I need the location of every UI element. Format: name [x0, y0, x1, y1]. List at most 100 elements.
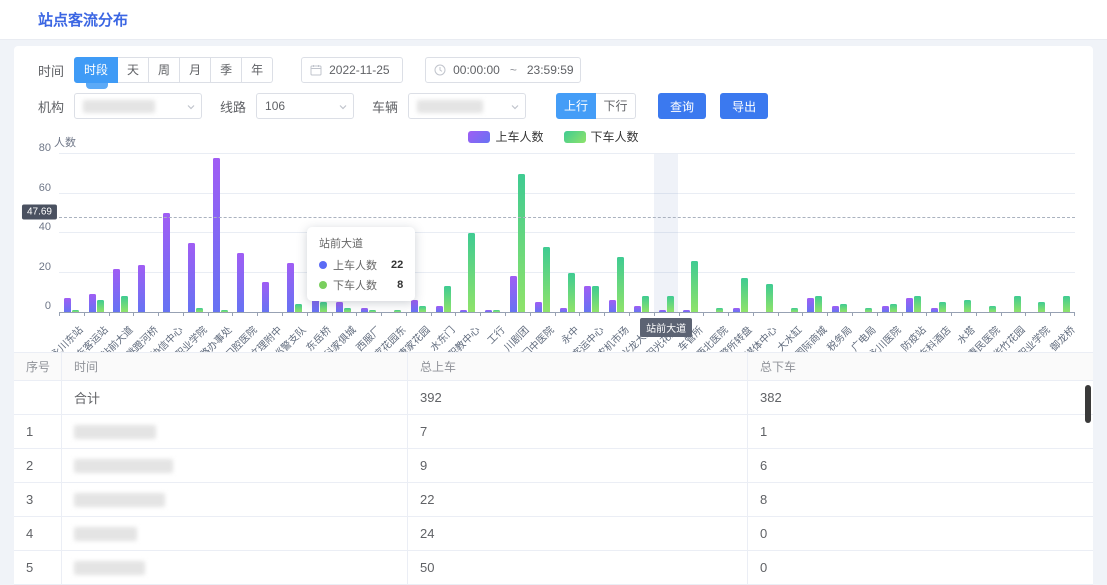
series-dot-alighting [319, 281, 327, 289]
bar-alighting-永中[interactable] [568, 273, 575, 313]
bar-boarding-汽车东客运站[interactable] [89, 294, 96, 312]
bar-alighting-职教中心[interactable] [468, 233, 475, 312]
bar-alighting-农机市场[interactable] [617, 257, 624, 312]
bar-boarding-国际商城[interactable] [807, 298, 814, 312]
vehicle-label: 车辆 [372, 97, 398, 116]
vehicle-value-redacted [417, 100, 483, 113]
line-select[interactable]: 106 [256, 93, 354, 119]
clock-icon [434, 64, 446, 76]
series-dot-boarding [319, 261, 327, 269]
bar-alighting-财经职业学院[interactable] [1038, 302, 1045, 312]
bar-alighting-兴龙大道[interactable] [642, 296, 649, 312]
filter-row-time: 时间 时段天周月季年 2022-11-25 00:00:00 ~ 23:59:5… [14, 56, 1093, 84]
bar-alighting-水东门[interactable] [444, 286, 451, 312]
legend-item-上车人数[interactable]: 上车人数 [468, 128, 543, 145]
bar-alighting-汽车东客运站[interactable] [97, 300, 104, 312]
average-value-chip: 47.69 [22, 204, 57, 219]
cell-alight: 0 [748, 517, 1093, 550]
cell-index: 5 [14, 551, 62, 584]
bar-boarding-唐家花园[interactable] [411, 300, 418, 312]
direction-下行[interactable]: 下行 [596, 93, 636, 119]
x-axis-label-税务局: 税务局 [822, 322, 854, 354]
bar-alighting-站前大道[interactable] [121, 296, 128, 312]
active-tab-indicator [86, 83, 108, 89]
direction-上行[interactable]: 上行 [556, 93, 596, 119]
time-filter-label: 时间 [38, 61, 64, 80]
bar-boarding-站前大道[interactable] [113, 269, 120, 312]
bar-alighting-阳光花园[interactable] [667, 296, 674, 312]
tab-周[interactable]: 周 [149, 57, 180, 83]
tab-月[interactable]: 月 [180, 57, 211, 83]
bar-alighting-税务局[interactable] [840, 304, 847, 312]
legend-item-下车人数[interactable]: 下车人数 [564, 128, 639, 145]
bar-boarding-永川东站[interactable] [64, 298, 71, 312]
bar-alighting-东科酒店[interactable] [939, 302, 946, 312]
page-header: 站点客流分布 [0, 0, 1107, 40]
table-scrollbar[interactable] [1085, 385, 1091, 423]
tab-天[interactable]: 天 [118, 57, 149, 83]
time-range-picker[interactable]: 00:00:00 ~ 23:59:59 [425, 57, 581, 83]
bar-alighting-水塔[interactable] [964, 300, 971, 312]
tab-季[interactable]: 季 [211, 57, 242, 83]
cell-index: 3 [14, 483, 62, 516]
hover-highlight-band [654, 154, 679, 312]
bar-boarding-南门中医院[interactable] [535, 302, 542, 312]
bar-alighting-南门中医院[interactable] [543, 247, 550, 312]
col-alight: 总下车 [748, 353, 1093, 380]
cell-alight: 6 [748, 449, 1093, 482]
legend-swatch [564, 131, 586, 143]
tab-时段[interactable]: 时段 [74, 57, 118, 83]
bar-alighting-华竹花园[interactable] [1014, 296, 1021, 312]
tooltip-series-name: 下车人数 [333, 277, 377, 293]
gridline [59, 153, 1075, 154]
bar-boarding-防疫站[interactable] [906, 298, 913, 312]
chevron-down-icon [511, 103, 519, 111]
bar-boarding-文理附中[interactable] [262, 282, 269, 312]
cell-alight: 8 [748, 483, 1093, 516]
y-axis-tick-label: 60 [39, 182, 51, 194]
legend-label: 下车人数 [591, 128, 639, 145]
bar-boarding-东科家俱城[interactable] [336, 302, 343, 312]
bar-alighting-交巡警支队[interactable] [295, 304, 302, 312]
bar-alighting-御龙桥[interactable] [1063, 296, 1070, 312]
gridline [59, 272, 1075, 273]
tab-年[interactable]: 年 [242, 57, 273, 83]
bar-alighting-车管所[interactable] [691, 261, 698, 312]
bar-boarding-中山路办事处[interactable] [213, 158, 220, 312]
bar-alighting-融媒体中心[interactable] [766, 284, 773, 312]
query-button[interactable]: 查询 [658, 93, 706, 119]
tooltip-series-value: 22 [377, 259, 403, 271]
bar-alighting-防疫站[interactable] [914, 296, 921, 312]
y-axis-title: 人数 [54, 134, 76, 150]
cell-board: 24 [408, 517, 748, 550]
bar-alighting-川剧团[interactable] [518, 174, 525, 312]
vehicle-select[interactable] [408, 93, 526, 119]
bar-boarding-协信中心[interactable] [163, 213, 170, 312]
cell-board: 22 [408, 483, 748, 516]
bar-alighting-交警所转盘[interactable] [741, 278, 748, 312]
bar-boarding-川剧团[interactable] [510, 276, 517, 312]
col-time: 时间 [62, 353, 408, 380]
chart-legend: 上车人数 下车人数 [14, 128, 1093, 145]
bar-alighting-客运中心[interactable] [592, 286, 599, 312]
station-name-redacted [74, 527, 137, 541]
org-select[interactable] [74, 93, 202, 119]
bar-boarding-农机市场[interactable] [609, 300, 616, 312]
date-picker[interactable]: 2022-11-25 [301, 57, 403, 83]
bar-boarding-交巡警支队[interactable] [287, 263, 294, 312]
station-name-redacted [74, 459, 173, 473]
bar-boarding-跳蹬河桥[interactable] [138, 265, 145, 312]
bar-alighting-国际商城[interactable] [815, 296, 822, 312]
bar-alighting-重医永川医院[interactable] [890, 304, 897, 312]
bar-boarding-水电职业学院[interactable] [188, 243, 195, 312]
main-card: 时间 时段天周月季年 2022-11-25 00:00:00 ~ 23:59:5… [14, 46, 1093, 549]
bar-boarding-口腔医院[interactable] [237, 253, 244, 312]
export-button[interactable]: 导出 [720, 93, 768, 119]
bar-boarding-客运中心[interactable] [584, 286, 591, 312]
bar-alighting-东岳桥[interactable] [320, 302, 327, 312]
